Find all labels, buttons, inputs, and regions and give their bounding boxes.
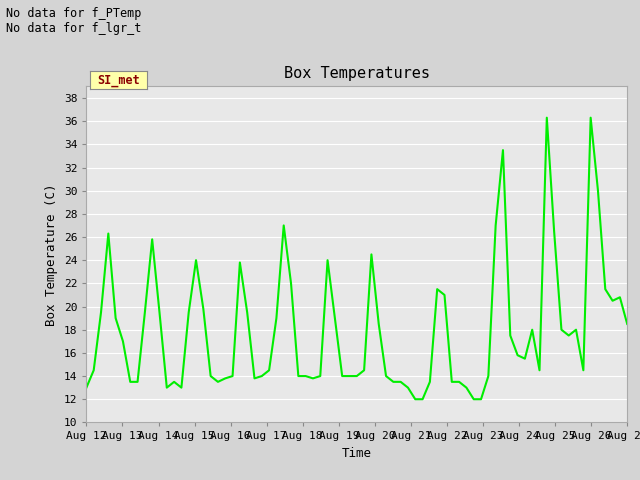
X-axis label: Time: Time	[342, 447, 372, 460]
Legend: Tower Air T: Tower Air T	[293, 477, 420, 480]
Text: No data for f_PTemp: No data for f_PTemp	[6, 7, 142, 20]
Text: SI_met: SI_met	[97, 74, 140, 87]
Y-axis label: Box Temperature (C): Box Temperature (C)	[45, 183, 58, 325]
Text: No data for f_lgr_t: No data for f_lgr_t	[6, 22, 142, 35]
Title: Box Temperatures: Box Temperatures	[284, 66, 430, 81]
